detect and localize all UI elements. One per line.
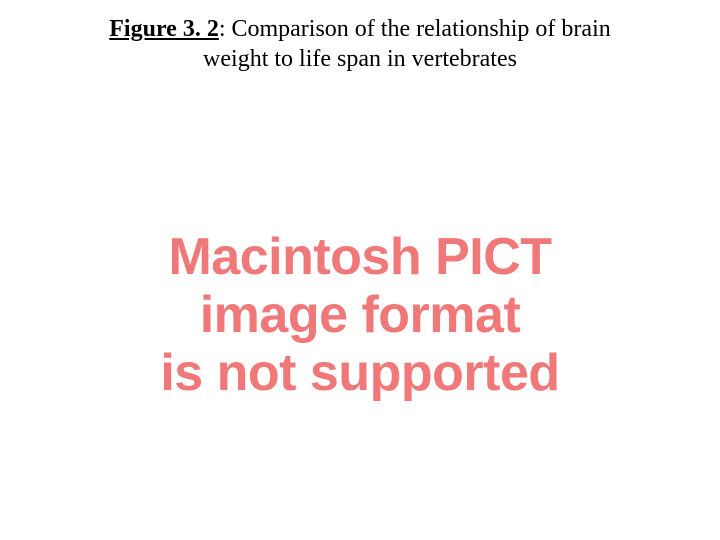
error-line-1: Macintosh PICT [0,228,720,286]
caption-line-1: Figure 3. 2: Comparison of the relations… [0,14,720,44]
error-line-3: is not supported [0,344,720,402]
caption-line-2: weight to life span in vertebrates [0,44,720,74]
error-line-2: image format [0,286,720,344]
figure-label: Figure 3. 2 [109,16,219,42]
caption-line-1-text: : Comparison of the relationship of brai… [219,16,611,42]
unsupported-format-message: Macintosh PICT image format is not suppo… [0,228,720,403]
figure-caption: Figure 3. 2: Comparison of the relations… [0,0,720,74]
